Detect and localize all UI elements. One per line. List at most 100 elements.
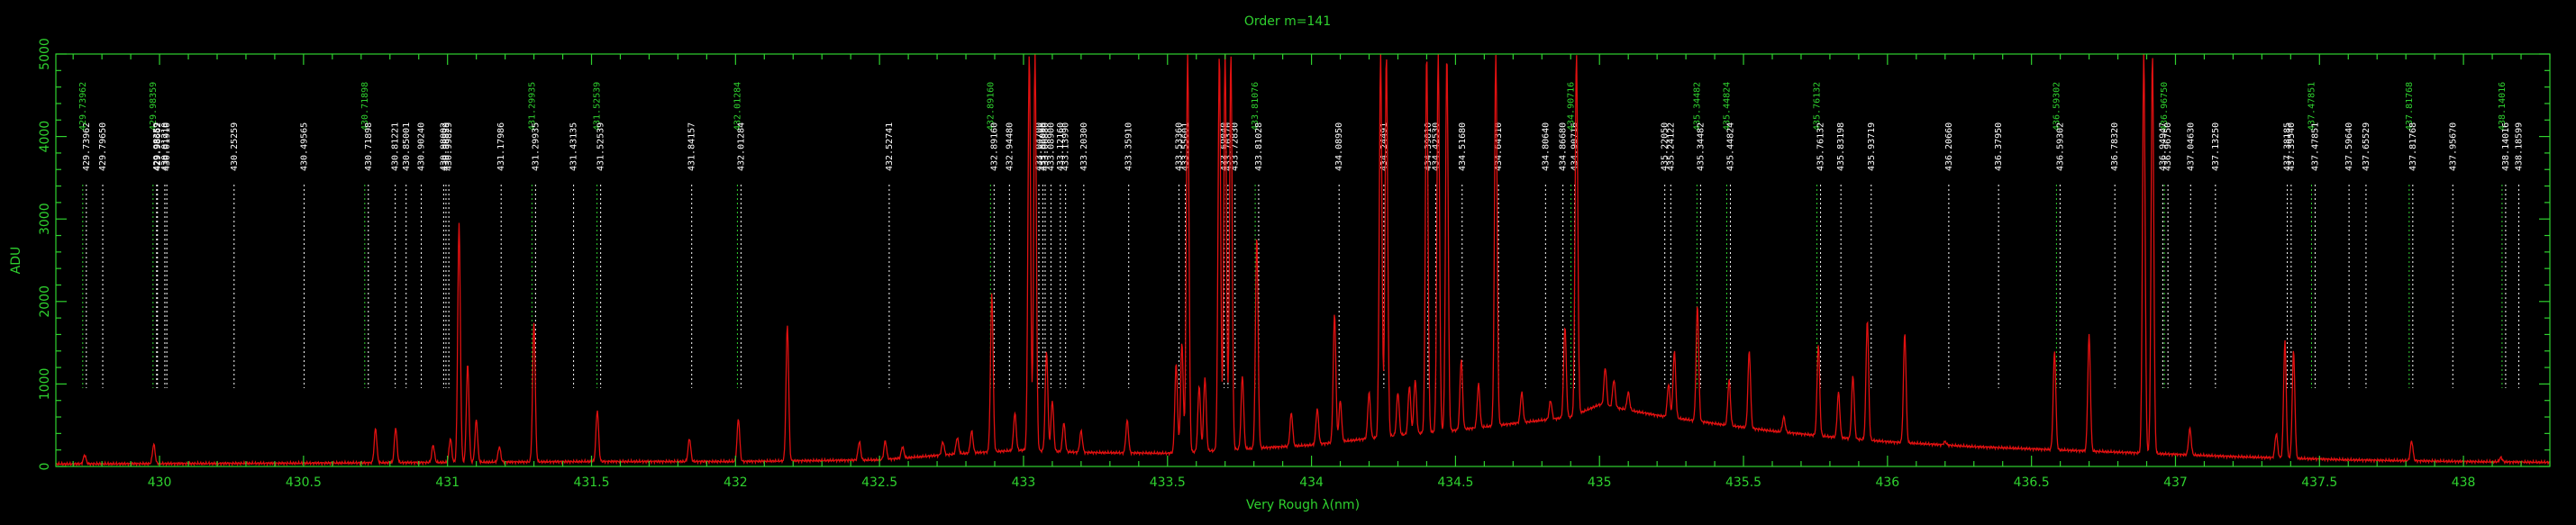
- line-id: 436.94947: [2158, 122, 2168, 388]
- x-tick-label: 434: [1299, 475, 1324, 490]
- line-id-label: 429.79650: [98, 122, 108, 171]
- line-id-label: 435.83198: [1836, 122, 1846, 171]
- line-id-label: 432.89160: [989, 122, 999, 171]
- line-id-label: 435.44824: [1725, 122, 1735, 171]
- line-id: 431.17986: [496, 122, 506, 388]
- line-id-label: 429.98359: [152, 122, 162, 171]
- line-id-label: 433.06880: [1041, 122, 1051, 171]
- line-id-label: 431.17986: [496, 122, 506, 171]
- x-tick-label: 430.5: [286, 475, 322, 490]
- line-id-label: 430.71898: [364, 122, 374, 171]
- line-id: 432.01284: [736, 122, 746, 388]
- line-id: 429.98359: [149, 82, 159, 388]
- line-id: 437.38185: [2283, 122, 2293, 388]
- line-id-label: 433.81076: [1251, 82, 1261, 131]
- line-id: 434.80640: [1541, 122, 1551, 388]
- line-id-label: 430.81221: [391, 122, 401, 171]
- line-id: 434.08950: [1334, 122, 1344, 388]
- line-id: 432.89160: [989, 122, 999, 388]
- line-id: 430.98002: [439, 122, 449, 388]
- line-id: 434.90716: [1567, 82, 1577, 388]
- x-tick-label: 433: [1012, 475, 1036, 490]
- line-id: 430.71898: [360, 82, 370, 388]
- line-id-label: 437.47851: [2310, 122, 2320, 171]
- line-id-label: 433.08900: [1046, 122, 1056, 171]
- line-id: 430.85001: [402, 122, 412, 388]
- line-id: 435.24122: [1666, 122, 1676, 388]
- line-id-label: 433.81028: [1254, 122, 1264, 171]
- line-id: 430.71898: [364, 122, 374, 388]
- line-id: 433.20300: [1079, 122, 1089, 388]
- line-id: 433.06090: [1038, 122, 1048, 388]
- line-id-label: 436.96750: [2163, 122, 2173, 171]
- line-id-label: 436.78320: [2110, 122, 2120, 171]
- line-id: 435.93719: [1867, 122, 1877, 388]
- line-id: 430.81221: [391, 122, 401, 388]
- line-id: 438.14016: [2501, 122, 2511, 388]
- line-id-label: 429.98662: [153, 122, 163, 171]
- x-tick-label: 432: [724, 475, 748, 490]
- line-id-label: 433.72830: [1231, 122, 1241, 171]
- line-id: 430.98829: [441, 122, 451, 388]
- line-id-label: 431.29935: [531, 122, 541, 171]
- line-id-label: 434.24491: [1379, 122, 1389, 171]
- y-tick-label: 0: [38, 463, 52, 471]
- line-id-label: 430.01210: [160, 122, 170, 171]
- line-id-label: 429.73962: [82, 122, 92, 171]
- y-tick-label: 1000: [38, 368, 52, 401]
- line-id: 432.94480: [1005, 122, 1015, 388]
- line-id: 437.81768: [2405, 82, 2415, 388]
- y-tick-label: 3000: [38, 203, 52, 235]
- line-id: 436.96750: [2163, 122, 2173, 388]
- line-id-label: 434.39810: [1424, 122, 1434, 171]
- line-id: 436.78320: [2110, 122, 2120, 388]
- line-id: 431.43135: [569, 122, 579, 388]
- line-id-label: 433.20300: [1079, 122, 1089, 171]
- x-tick-label: 436.5: [2014, 475, 2050, 490]
- line-id: 434.39810: [1424, 122, 1434, 388]
- line-id: 433.35910: [1124, 122, 1134, 388]
- line-id-label: 437.04630: [2186, 122, 2196, 171]
- line-id: 432.52741: [885, 122, 895, 388]
- line-id-label: 436.37950: [1994, 122, 2004, 171]
- line-id: 435.76132: [1813, 82, 1823, 388]
- line-id: 431.52539: [596, 122, 606, 388]
- x-tick-label: 431: [435, 475, 460, 490]
- y-tick-label: 5000: [38, 38, 52, 70]
- line-id: 433.06880: [1041, 122, 1051, 388]
- line-id-label: 431.84157: [687, 122, 697, 171]
- line-id-label: 431.29935: [527, 82, 537, 131]
- line-id-label: 437.47851: [2307, 82, 2317, 131]
- line-id-label: 437.13250: [2211, 122, 2221, 171]
- line-id-label: 433.13990: [1061, 122, 1071, 171]
- line-id-label: 430.49565: [300, 122, 310, 171]
- x-tick-label: 433.5: [1150, 475, 1186, 490]
- line-id-label: 430.99829: [444, 122, 454, 171]
- line-id: 436.59302: [2055, 122, 2065, 388]
- line-id-label: 433.70370: [1224, 122, 1233, 171]
- x-tick-label: 430: [148, 475, 172, 490]
- spectrum-series: [55, 53, 2551, 467]
- line-id: 435.44824: [1722, 82, 1732, 388]
- line-id-label: 437.38185: [2283, 122, 2293, 171]
- x-tick-label: 432.5: [861, 475, 897, 490]
- line-id: 429.98662: [153, 122, 163, 388]
- line-id-label: 432.01284: [736, 122, 746, 171]
- line-id-label: 430.71898: [360, 82, 370, 131]
- chart-title: Order m=141: [1244, 14, 1331, 29]
- line-id-label: 435.93719: [1867, 122, 1877, 171]
- line-id-label: 436.59302: [2052, 82, 2062, 131]
- line-id: 433.81028: [1254, 122, 1264, 388]
- line-id-label: 431.43135: [569, 122, 579, 171]
- line-id: 430.90240: [417, 122, 427, 388]
- line-id-label: 430.98002: [439, 122, 449, 171]
- x-tick-label: 436: [1875, 475, 1899, 490]
- line-id: 437.04630: [2186, 122, 2196, 388]
- line-id: 437.95670: [2448, 122, 2458, 388]
- line-id: 434.24491: [1379, 122, 1389, 388]
- line-id-label: 432.89160: [986, 82, 996, 131]
- line-id-label: 435.22050: [1661, 122, 1670, 171]
- line-id: 429.98359: [152, 122, 162, 388]
- line-id: 433.08900: [1046, 122, 1056, 388]
- line-id: 437.39540: [2287, 122, 2297, 388]
